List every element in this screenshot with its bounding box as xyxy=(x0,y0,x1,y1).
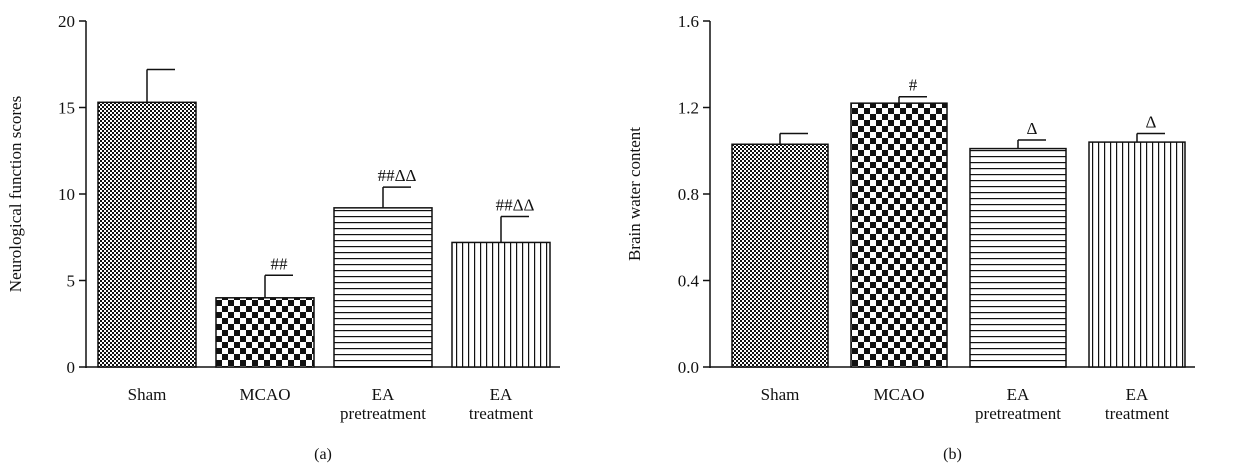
x-category-label: treatment xyxy=(1105,404,1169,423)
bar xyxy=(97,101,197,368)
x-category-label: Sham xyxy=(128,385,167,404)
x-category-label: EA xyxy=(372,385,395,404)
bar xyxy=(969,147,1067,368)
panel-label: (b) xyxy=(943,446,962,463)
significance-label: ## xyxy=(271,254,289,273)
panel-label: (a) xyxy=(314,446,332,463)
y-tick-label: 0.4 xyxy=(678,272,700,291)
x-category-label: Sham xyxy=(761,385,800,404)
significance-label: # xyxy=(909,76,918,95)
y-tick-label: 10 xyxy=(58,185,75,204)
x-category-label: EA xyxy=(1126,385,1149,404)
x-category-label: MCAO xyxy=(239,385,290,404)
panel-a-chart: 0 5 10 15 20 Neurological function scores Sham… xyxy=(6,12,560,463)
x-category-label: pretreatment xyxy=(340,404,426,423)
bar xyxy=(333,207,433,368)
significance-label: ##ΔΔ xyxy=(496,195,535,214)
bar xyxy=(850,102,948,368)
bar xyxy=(215,297,315,368)
x-category-label: MCAO xyxy=(873,385,924,404)
bar xyxy=(1088,141,1186,368)
y-tick-label: 0.8 xyxy=(678,185,699,204)
y-tick-label: 1.2 xyxy=(678,99,699,118)
panel-b-chart: 0.0 0.4 0.8 1.2 1.6 Brain water content Sham # M… xyxy=(625,12,1195,463)
x-category-label: EA xyxy=(490,385,513,404)
bar xyxy=(731,143,829,368)
y-tick-label: 0.0 xyxy=(678,358,699,377)
y-tick-label: 1.6 xyxy=(678,12,699,31)
y-axis-title: Neurological function scores xyxy=(6,96,25,292)
significance-label: Δ xyxy=(1146,112,1157,131)
bar xyxy=(451,241,551,368)
significance-label: ##ΔΔ xyxy=(378,166,417,185)
y-axis-title: Brain water content xyxy=(625,127,644,261)
y-tick-label: 20 xyxy=(58,12,75,31)
x-category-label: EA xyxy=(1007,385,1030,404)
y-tick-label: 0 xyxy=(67,358,76,377)
y-tick-label: 5 xyxy=(67,272,76,291)
x-category-label: treatment xyxy=(469,404,533,423)
y-tick-label: 15 xyxy=(58,99,75,118)
significance-label: Δ xyxy=(1027,119,1038,138)
x-category-label: pretreatment xyxy=(975,404,1061,423)
